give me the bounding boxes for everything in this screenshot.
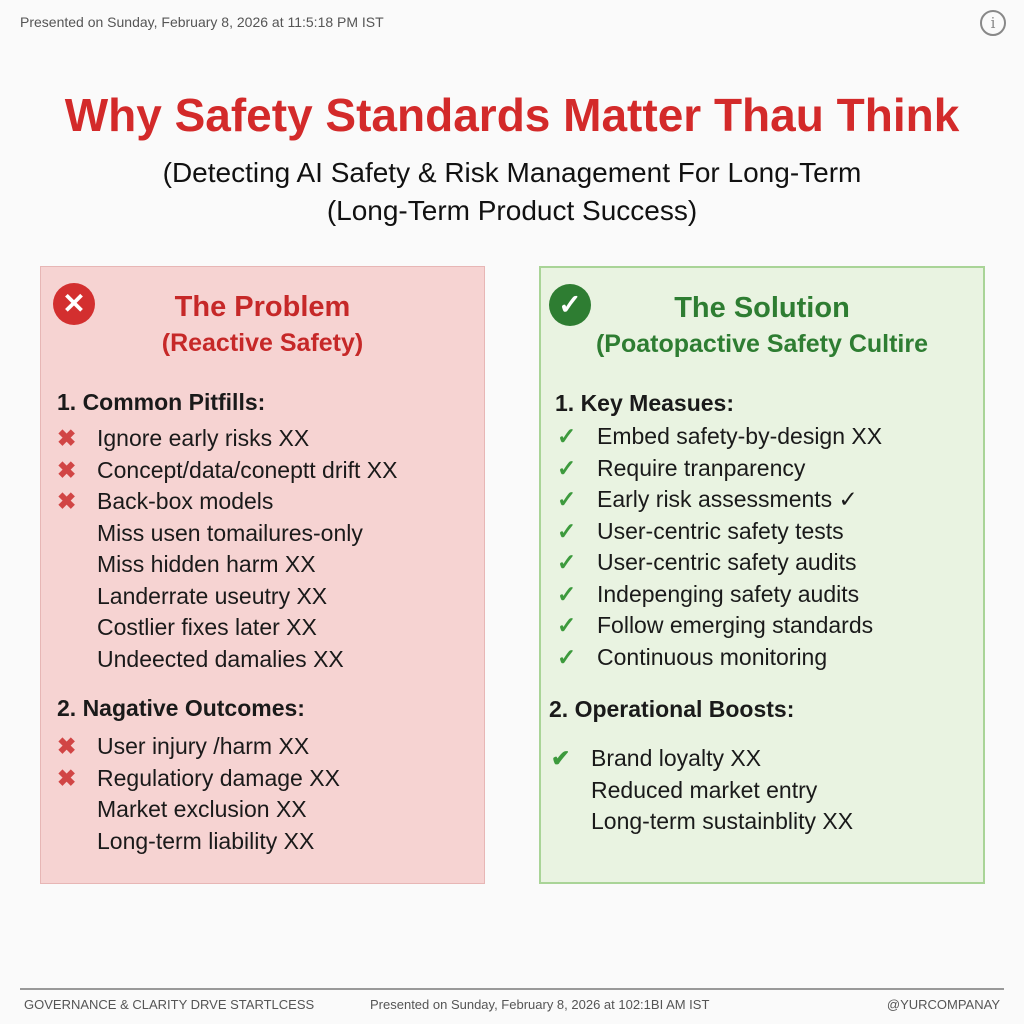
- list-item-text: User-centric safety tests: [597, 517, 844, 544]
- list-item: Reduced market entry: [551, 775, 853, 807]
- list-item-text: Miss usen tomailures-only: [97, 519, 363, 546]
- x-mark-icon: ✖: [57, 764, 77, 791]
- check-circle-icon: ✓: [549, 284, 591, 326]
- check-icon: ✓: [557, 454, 577, 481]
- x-mark-icon: ✖: [57, 456, 77, 483]
- list-item: Miss hidden harm XX: [57, 549, 397, 581]
- list-item-text: Regulatiory damage XX: [97, 764, 340, 791]
- list-item-text: Back-box models: [97, 488, 274, 514]
- problem-heading: The Problem (Reactive Safety): [41, 289, 484, 361]
- subtitle-line: (Long-Term Product Success): [326, 195, 698, 226]
- list-item-text: Brand loyalty XX: [591, 745, 762, 771]
- problem-subtitle: (Reactive Safety): [161, 329, 364, 357]
- footer-timestamp: Presented on Sunday, February 8, 2026 at…: [370, 997, 710, 1012]
- x-mark-icon: ✖: [57, 488, 77, 514]
- footer-handle: @YURCOMPANAY: [886, 997, 1000, 1012]
- solution-panel: ✓ The Solution (Poatopactive Safety Culti…: [539, 266, 985, 884]
- list-item-text: Indepenging safety audits: [597, 580, 860, 607]
- footer-divider: [20, 988, 1004, 990]
- list-item: ✓ User-centric safety tests: [557, 516, 882, 548]
- section-heading: 2. Nagative Outcomes:: [57, 695, 305, 721]
- presented-timestamp: Presented on Sunday, February 8, 2026 at…: [20, 14, 384, 30]
- x-circle-icon: ✕: [53, 283, 95, 325]
- list-item: ✔ Brand loyalty XX: [551, 743, 853, 775]
- list-item: ✓ Follow emerging standards: [557, 610, 882, 642]
- list-item: Undeected damalies XX: [57, 644, 397, 676]
- page-title: Why Safety Standards Matter Thau Think: [64, 89, 960, 141]
- footer-tagline: GOVERNANCE & CLARITY DRVE STARTLCESS: [24, 997, 315, 1012]
- list-item: Long-term sustainblity XX: [551, 806, 853, 838]
- list-item-text: Embed safety-by-design XX: [597, 423, 883, 449]
- solution-title: The Solution: [674, 292, 850, 324]
- list-item-text: Miss hidden harm XX: [97, 551, 316, 577]
- check-icon: ✓: [557, 549, 577, 575]
- info-icon[interactable]: i: [980, 10, 1006, 36]
- list-item: ✓ Require tranparency: [557, 453, 882, 485]
- list-item-text: Market exclusion XX: [97, 796, 307, 822]
- subtitle-line: (Detecting AI Safety & Risk Management F…: [162, 157, 862, 188]
- check-icon: ✓: [557, 643, 577, 670]
- list-item: ✓ Embed safety-by-design XX: [557, 421, 882, 453]
- list-item-text: Reduced market entry: [591, 776, 818, 803]
- list-item: ✓ Early risk assessments ✓: [557, 484, 882, 516]
- list-item-text: User-centric safety audits: [597, 549, 857, 575]
- x-mark-icon: ✖: [57, 733, 77, 759]
- list-item: ✓ Continuous monitoring: [557, 642, 882, 674]
- list-item-text: Require tranparency: [597, 454, 806, 481]
- list-item-text: User injury /harm XX: [97, 733, 310, 759]
- list-item-text: Long-term liability XX: [97, 827, 315, 854]
- list-item: Market exclusion XX: [57, 794, 340, 826]
- section-heading: 1. Key Measues:: [555, 390, 734, 416]
- list-item: ✖ Back-box models: [57, 486, 397, 518]
- section-heading: 1. Common Pitfills:: [57, 389, 266, 415]
- page-subtitle: (Detecting AI Safety & Risk Management F…: [0, 154, 1024, 230]
- list-item: Costlier fixes later XX: [57, 612, 397, 644]
- solution-heading: The Solution (Poatopactive Safety Cultire: [541, 290, 983, 362]
- check-icon: ✓: [557, 612, 577, 638]
- list-item: Landerrate useutry XX: [57, 581, 397, 613]
- list-item-text: Follow emerging standards: [597, 612, 874, 638]
- solution-subtitle: (Poatopactive Safety Cultire: [595, 330, 929, 358]
- check-icon: ✔: [551, 745, 571, 771]
- x-mark-icon: ✖: [57, 425, 77, 451]
- list-item: Long-term liability XX: [57, 826, 340, 858]
- check-icon: ✓: [557, 580, 577, 607]
- check-icon: ✓: [557, 486, 577, 512]
- list-item: ✖ Ignore early risks XX: [57, 423, 397, 455]
- list-item: ✖ Concept/data/coneptt drift XX: [57, 455, 397, 487]
- check-icon: ✓: [557, 423, 577, 449]
- list-item-text: Undeected damalies XX: [97, 645, 344, 672]
- list-item-text: Continuous monitoring: [597, 643, 828, 670]
- check-icon: ✓: [557, 517, 577, 544]
- list-item: ✖ User injury /harm XX: [57, 731, 340, 763]
- list-item: ✖ Regulatiory damage XX: [57, 763, 340, 795]
- problem-panel: ✕ The Problem (Reactive Safety) 1. Common…: [40, 266, 485, 884]
- list-item-text: Long-term sustainblity XX: [591, 808, 854, 834]
- section-heading: 2. Operational Boosts:: [549, 696, 795, 722]
- list-item-text: Ignore early risks XX: [97, 425, 310, 451]
- list-item-text: Concept/data/coneptt drift XX: [97, 456, 398, 483]
- list-item: Miss usen tomailures-only: [57, 518, 397, 550]
- list-item-text: Landerrate useutry XX: [97, 582, 328, 609]
- list-item-text: Early risk assessments ✓: [597, 486, 858, 512]
- problem-title: The Problem: [174, 291, 351, 323]
- list-item: ✓ Indepenging safety audits: [557, 579, 882, 611]
- list-item: ✓ User-centric safety audits: [557, 547, 882, 579]
- list-item-text: Costlier fixes later XX: [97, 614, 317, 640]
